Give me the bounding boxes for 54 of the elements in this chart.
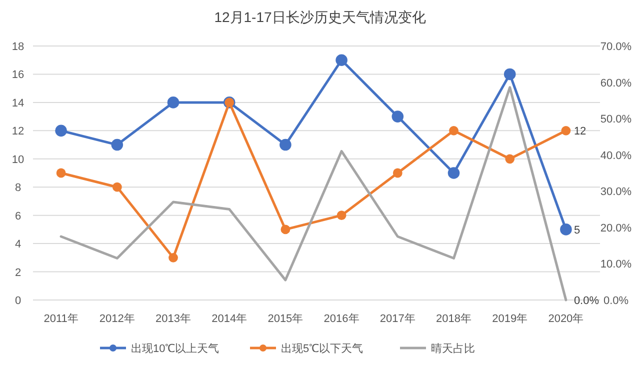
y-tick-label: 6 (14, 210, 22, 222)
legend-label: 出现10℃以上天气 (131, 342, 220, 355)
point (168, 252, 178, 262)
y-tick-label: 14 (12, 97, 24, 110)
y2-tick-label: 50.0% (600, 114, 632, 126)
y-tick-label: 4 (14, 238, 22, 251)
point (336, 54, 348, 66)
point (56, 168, 66, 178)
point (167, 96, 180, 108)
point (55, 124, 67, 137)
legend-label: 晴天占比 (431, 342, 475, 355)
point (392, 110, 404, 122)
y2-tick-label: 40.0% (600, 150, 632, 162)
y-tick-label: 18 (12, 41, 24, 53)
y-tick-label: 16 (12, 69, 24, 82)
y-tick-label: 12 (12, 126, 24, 138)
y-tick-label: 0 (14, 295, 22, 307)
y-tick-label: 8 (14, 182, 22, 194)
point (448, 167, 460, 179)
x-tick-label: 2019年 (492, 313, 528, 325)
y2-tick-label: 0.0% (603, 295, 629, 307)
point (392, 168, 402, 178)
point (111, 138, 124, 151)
legend-label: 出现5℃以下天气 (281, 342, 364, 355)
y-tick-label: 10 (12, 154, 24, 166)
y2-tick-label: 60.0% (600, 77, 632, 90)
point (280, 224, 290, 234)
x-tick-label: 2012年 (99, 313, 135, 325)
point (504, 68, 516, 80)
point (449, 126, 458, 136)
x-tick-label: 2017年 (380, 313, 416, 325)
x-tick-label: 2016年 (324, 313, 360, 325)
x-tick-label: 2015年 (268, 313, 304, 325)
point (561, 126, 571, 136)
chart-title: 12月1-17日长沙历史天气情况变化 (214, 9, 426, 25)
y2-tick-label: 30.0% (600, 186, 632, 198)
x-tick-label: 2014年 (212, 313, 248, 325)
data-label: 12 (574, 126, 586, 138)
point (112, 182, 122, 192)
y2-tick-label: 70.0% (600, 41, 632, 53)
y2-tick-label: 20.0% (600, 222, 632, 234)
y-tick-label: 2 (14, 266, 22, 279)
point (280, 138, 292, 151)
x-tick-label: 2020年 (548, 313, 584, 325)
x-tick-label: 2013年 (156, 313, 191, 325)
x-tick-label: 2018年 (436, 313, 472, 325)
x-tick-label: 2011年 (44, 313, 78, 325)
point (560, 224, 572, 236)
line-series (60, 86, 568, 302)
data-label: 5 (574, 224, 580, 236)
y2-tick-label: 10.0% (600, 258, 632, 271)
point (336, 210, 346, 220)
point (505, 154, 515, 164)
data-label: 0.0% (574, 295, 600, 307)
